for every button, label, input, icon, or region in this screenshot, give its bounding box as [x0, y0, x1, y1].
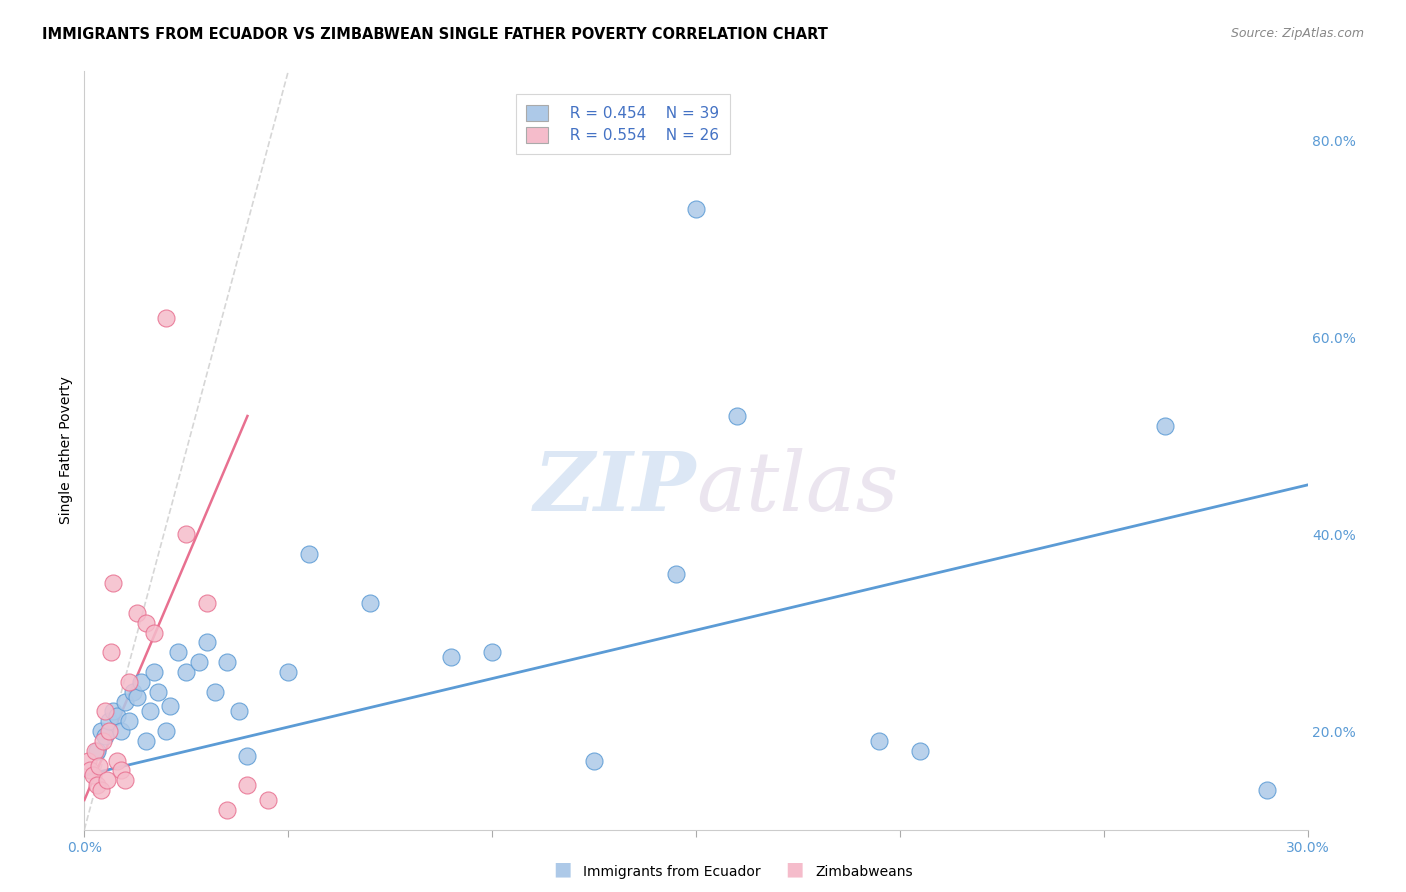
- Point: [298, 547, 321, 561]
- Point: [97, 724, 120, 739]
- Point: [277, 665, 299, 679]
- Point: [725, 409, 748, 423]
- Point: [187, 655, 209, 669]
- Point: [114, 694, 136, 708]
- Point: [195, 596, 218, 610]
- Point: [118, 714, 141, 729]
- Point: [101, 576, 124, 591]
- Text: ■: ■: [785, 860, 804, 879]
- Point: [135, 615, 157, 630]
- Point: [122, 684, 145, 698]
- Point: [105, 709, 128, 723]
- Point: [236, 748, 259, 763]
- Text: Immigrants from Ecuador: Immigrants from Ecuador: [583, 864, 761, 879]
- Point: [118, 674, 141, 689]
- Point: [86, 778, 108, 792]
- Point: [127, 606, 149, 620]
- Point: [114, 773, 136, 788]
- Point: [167, 645, 190, 659]
- Point: [105, 754, 128, 768]
- Text: atlas: atlas: [696, 449, 898, 528]
- Point: [155, 724, 177, 739]
- Point: [131, 674, 153, 689]
- Point: [174, 527, 197, 541]
- Point: [86, 744, 108, 758]
- Point: [440, 650, 463, 665]
- Point: [96, 773, 118, 788]
- Point: [685, 202, 707, 217]
- Point: [257, 793, 280, 807]
- Point: [159, 699, 181, 714]
- Text: Source: ZipAtlas.com: Source: ZipAtlas.com: [1230, 27, 1364, 40]
- Point: [195, 635, 218, 649]
- Point: [138, 705, 160, 719]
- Text: Zimbabweans: Zimbabweans: [815, 864, 912, 879]
- Point: [82, 768, 104, 782]
- Point: [79, 764, 101, 778]
- Point: [665, 566, 688, 581]
- Point: [146, 684, 169, 698]
- Legend:   R = 0.454    N = 39,   R = 0.554    N = 26: R = 0.454 N = 39, R = 0.554 N = 26: [516, 95, 730, 153]
- Point: [1154, 418, 1177, 433]
- Point: [359, 596, 381, 610]
- Point: [583, 754, 606, 768]
- Point: [228, 705, 250, 719]
- Point: [101, 705, 124, 719]
- Text: ZIP: ZIP: [533, 449, 696, 528]
- Point: [135, 734, 157, 748]
- Point: [93, 705, 115, 719]
- Point: [142, 665, 165, 679]
- Point: [87, 758, 110, 772]
- Point: [91, 734, 114, 748]
- Text: IMMIGRANTS FROM ECUADOR VS ZIMBABWEAN SINGLE FATHER POVERTY CORRELATION CHART: IMMIGRANTS FROM ECUADOR VS ZIMBABWEAN SI…: [42, 27, 828, 42]
- Point: [90, 783, 112, 797]
- Point: [97, 714, 120, 729]
- Point: [481, 645, 503, 659]
- Point: [90, 724, 112, 739]
- Point: [142, 625, 165, 640]
- Point: [155, 310, 177, 325]
- Point: [217, 655, 239, 669]
- Point: [174, 665, 197, 679]
- Point: [77, 754, 100, 768]
- Point: [217, 803, 239, 817]
- Point: [110, 764, 132, 778]
- Point: [100, 645, 122, 659]
- Point: [204, 684, 226, 698]
- Point: [110, 724, 132, 739]
- Point: [236, 778, 259, 792]
- Point: [1256, 783, 1278, 797]
- Point: [869, 734, 891, 748]
- Y-axis label: Single Father Poverty: Single Father Poverty: [59, 376, 73, 524]
- Point: [83, 744, 105, 758]
- Point: [910, 744, 932, 758]
- Point: [93, 729, 115, 743]
- Point: [127, 690, 149, 704]
- Text: ■: ■: [553, 860, 572, 879]
